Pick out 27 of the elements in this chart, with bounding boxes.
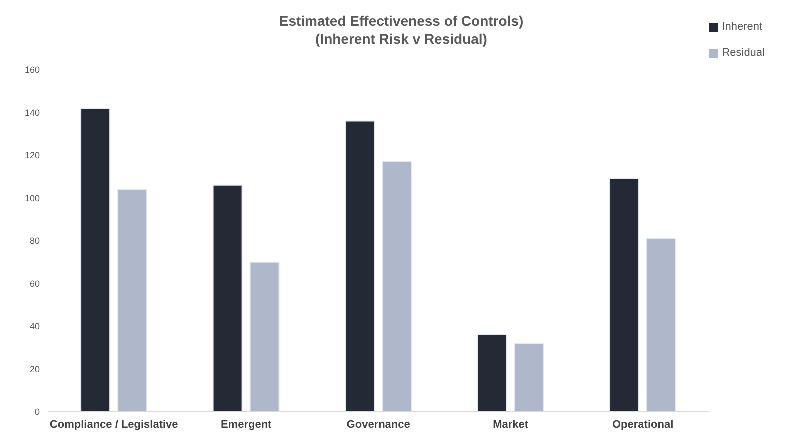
legend-label: Inherent: [722, 21, 763, 33]
bar: [477, 334, 508, 412]
bar: [382, 161, 412, 412]
bar: [514, 343, 544, 412]
y-tick-label: 40: [30, 322, 40, 332]
bar: [250, 262, 280, 412]
x-tick-label: Market: [493, 418, 529, 431]
y-tick-label: 160: [24, 65, 40, 76]
bar: [212, 184, 243, 412]
x-tick-label: Emergent: [220, 418, 272, 431]
bar: [118, 189, 148, 412]
y-tick-label: 140: [24, 108, 40, 118]
bar: [646, 238, 677, 412]
x-tick-label: Compliance / Legislative: [50, 418, 178, 431]
bar: [80, 108, 111, 412]
bar: [610, 178, 640, 412]
legend-label: Residual: [722, 47, 765, 59]
y-tick-label: 120: [24, 150, 40, 161]
y-tick-label: 100: [24, 193, 40, 204]
x-tick-label: Operational: [612, 418, 674, 431]
chart-title: Estimated Effectiveness of Controls) (Inherent Risk v Residual): [279, 13, 524, 47]
y-tick-label: 60: [30, 278, 40, 289]
y-tick-label: 20: [30, 364, 40, 374]
bar: [345, 120, 376, 412]
y-tick-label: 80: [30, 236, 40, 246]
x-tick-label: Governance: [346, 418, 410, 431]
y-tick-label: 0: [34, 407, 40, 418]
